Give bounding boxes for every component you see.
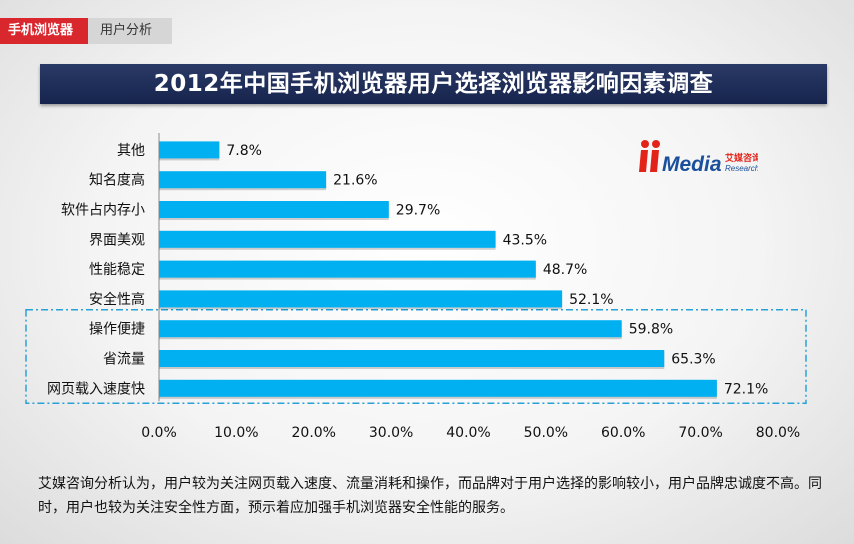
- x-tick-label: 10.0%: [214, 425, 258, 441]
- data-label: 59.8%: [629, 322, 673, 338]
- bar: [159, 171, 327, 189]
- logo-stroke-2: [650, 150, 659, 172]
- data-label: 43.5%: [503, 232, 547, 248]
- bar: [159, 201, 389, 218]
- category-label: 省流量: [103, 352, 145, 368]
- data-label: 48.7%: [543, 262, 587, 278]
- breadcrumb-section[interactable]: 手机浏览器: [0, 18, 96, 44]
- bar: [159, 260, 536, 278]
- analysis-text: 艾媒咨询分析认为，用户较为关注网页载入速度、流量消耗和操作，而品牌对于用户选择的…: [38, 476, 822, 516]
- page-title: 2012年中国手机浏览器用户选择浏览器影响因素调查: [40, 64, 827, 104]
- iimedia-logo: Media 艾媒咨询 Research: [639, 140, 758, 176]
- x-tick-label: 0.0%: [141, 425, 177, 441]
- bar: [159, 230, 496, 248]
- logo-name-en: Research: [725, 164, 758, 173]
- bar: [159, 290, 563, 308]
- category-label: 知名度高: [89, 172, 145, 189]
- category-label: 软件占内存小: [61, 203, 145, 219]
- logo-name-cn: 艾媒咨询: [725, 152, 758, 164]
- category-label: 性能稳定: [89, 262, 145, 278]
- bar: [159, 379, 717, 397]
- data-label: 65.3%: [671, 352, 715, 368]
- bar: [159, 350, 665, 367]
- data-label: 52.1%: [569, 292, 613, 308]
- logo-dot-1: [641, 140, 649, 148]
- category-label: 安全性高: [89, 291, 145, 308]
- category-label: 操作便捷: [89, 322, 145, 338]
- logo-dot-2: [652, 140, 660, 148]
- bar: [159, 141, 220, 159]
- svg-text:Media: Media: [662, 153, 722, 176]
- x-tick-label: 20.0%: [292, 425, 336, 441]
- data-label: 29.7%: [396, 203, 440, 219]
- x-tick-label: 70.0%: [678, 425, 722, 441]
- logo-stroke-1: [639, 150, 648, 172]
- x-tick-label: 80.0%: [756, 425, 800, 441]
- bar: [159, 320, 622, 338]
- category-label: 网页载入速度快: [47, 381, 145, 397]
- data-label: 7.8%: [226, 143, 262, 159]
- category-label: 界面美观: [89, 232, 145, 248]
- breadcrumb-subsection[interactable]: 用户分析: [88, 18, 172, 44]
- category-label: 其他: [117, 143, 145, 159]
- data-label: 21.6%: [333, 173, 377, 189]
- x-tick-label: 60.0%: [601, 425, 645, 441]
- x-tick-label: 30.0%: [369, 425, 413, 441]
- x-tick-label: 50.0%: [524, 425, 568, 441]
- highlight-box: [25, 309, 807, 404]
- x-tick-label: 40.0%: [446, 425, 490, 441]
- data-label: 72.1%: [724, 381, 768, 397]
